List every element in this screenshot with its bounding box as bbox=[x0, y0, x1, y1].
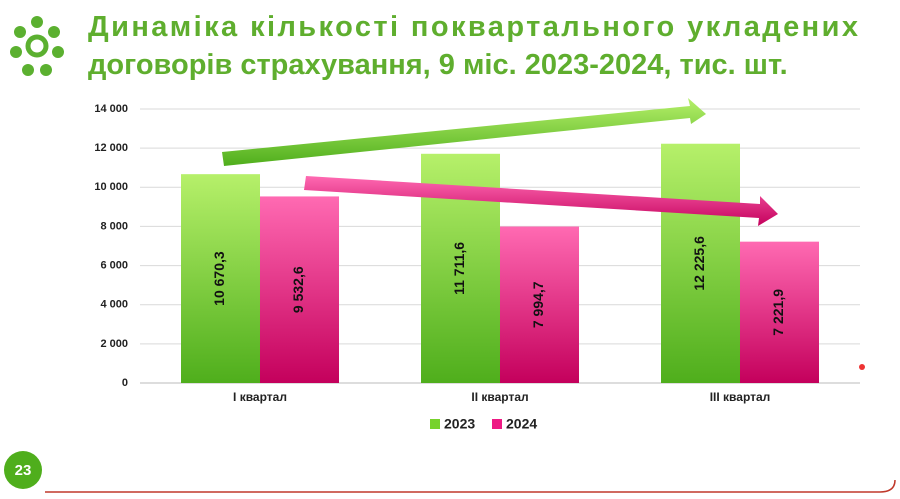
x-tick-label: ІІІ квартал bbox=[710, 390, 771, 404]
y-tick-label: 2 000 bbox=[100, 338, 128, 350]
y-tick-label: 0 bbox=[122, 377, 128, 389]
bar bbox=[181, 174, 260, 383]
bar bbox=[260, 196, 339, 383]
chart: 0 2 000 4 000 6 000 8 000 10 000 12 000 14 000 І… bbox=[94, 103, 860, 432]
legend-swatch bbox=[430, 419, 440, 429]
bar bbox=[661, 143, 740, 383]
y-tick-label: 10 000 bbox=[94, 181, 128, 193]
footer-line bbox=[45, 479, 896, 493]
y-tick-label: 8 000 bbox=[100, 220, 128, 232]
y-tick-label: 12 000 bbox=[94, 142, 128, 154]
bar bbox=[740, 241, 819, 383]
legend-label: 2024 bbox=[506, 416, 537, 432]
chart-title: Динаміка кількості поквартального укладе… bbox=[88, 11, 858, 81]
y-tick-label: 4 000 bbox=[100, 299, 128, 311]
trend-arrows bbox=[222, 98, 778, 226]
slide-number: 23 bbox=[15, 462, 32, 479]
legend-label: 2023 bbox=[444, 416, 475, 432]
pointer-dot bbox=[859, 364, 865, 370]
bar bbox=[500, 226, 579, 383]
data-label: 7 221,9 bbox=[770, 289, 786, 336]
x-tick-label: І квартал bbox=[233, 390, 287, 404]
y-tick-label: 14 000 bbox=[94, 103, 128, 115]
y-tick-label: 6 000 bbox=[100, 259, 128, 271]
x-tick-label: ІІ квартал bbox=[471, 390, 528, 404]
data-label: 12 225,6 bbox=[691, 236, 707, 291]
data-label: 10 670,3 bbox=[211, 251, 227, 306]
logo bbox=[10, 16, 64, 76]
data-label: 9 532,6 bbox=[290, 266, 306, 313]
legend-swatch bbox=[492, 419, 502, 429]
data-label: 11 711,6 bbox=[451, 242, 467, 295]
slide-number-badge bbox=[4, 451, 42, 489]
data-label: 7 994,7 bbox=[530, 281, 546, 328]
